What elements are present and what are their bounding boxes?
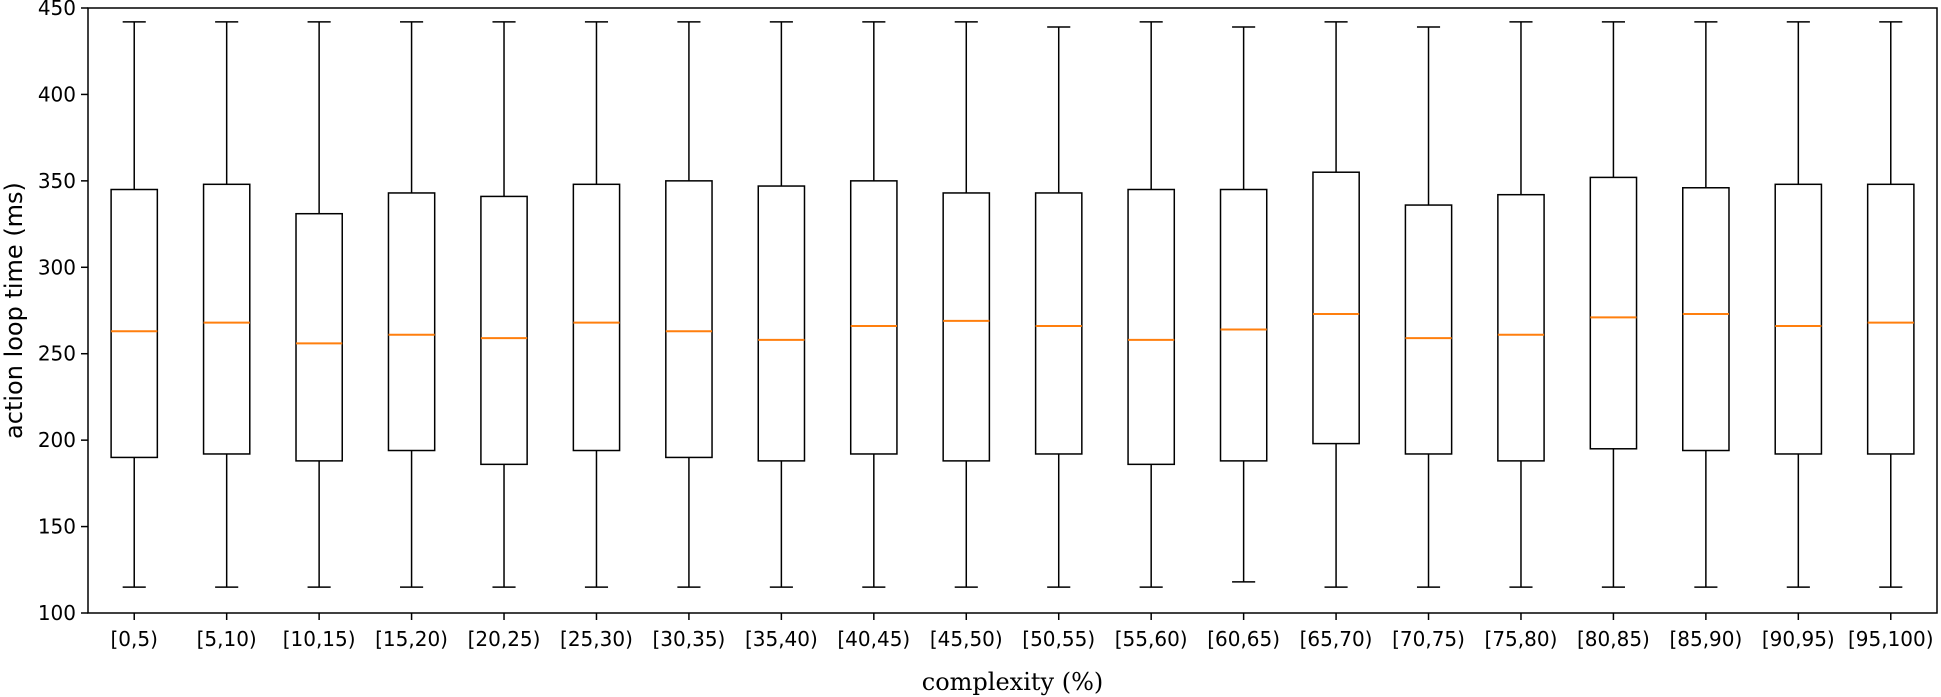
iqr-box [942,192,991,462]
iqr-box [110,188,159,459]
box-[25,30) [572,21,621,588]
box-[15,20) [387,21,436,588]
y-tick-label: 100 [38,601,76,625]
x-tick-label: [40,45) [837,627,910,651]
x-tick-label: [90,95) [1762,627,1835,651]
box-[0,5) [110,21,159,588]
iqr-box [202,183,251,455]
x-tick-label: [65,70) [1300,627,1373,651]
box-[60,65) [1219,26,1268,583]
y-tick-label: 150 [38,515,76,539]
x-tick-label: [35,40) [745,627,818,651]
iqr-box [665,180,713,459]
iqr-box [757,185,806,462]
box-[40,45) [849,21,898,588]
box-[10,15) [295,21,343,588]
box-[5,10) [202,21,251,588]
x-tick-label: [55,60) [1115,627,1188,651]
boxes-layer [110,21,1915,588]
iqr-box [1866,183,1915,455]
y-tick-label: 450 [38,0,76,20]
iqr-box [1034,192,1083,455]
box-[30,35) [665,21,713,588]
box-[90,95) [1774,21,1823,588]
iqr-box [295,212,343,462]
x-tick-label: [10,15) [283,627,356,651]
iqr-box [1497,193,1545,462]
box-[35,40) [757,21,806,588]
x-tick-label: [5,10) [197,627,257,651]
iqr-box [1312,171,1360,445]
iqr-box [1682,187,1730,452]
box-[95,100) [1866,21,1915,588]
y-tick-label: 250 [38,342,76,366]
y-axis: 100 150 200 250 300 350 400 450 [38,0,88,625]
iqr-box [572,183,621,452]
box-[85,90) [1682,21,1730,588]
iqr-box [1589,176,1638,450]
x-tick-label: [75,80) [1485,627,1558,651]
x-tick-label: [85,90) [1669,627,1742,651]
iqr-box [1219,188,1268,462]
iqr-box [480,195,528,466]
box-[20,25) [480,21,528,588]
iqr-box [1774,183,1823,455]
x-tick-label: [45,50) [930,627,1003,651]
y-tick-label: 400 [38,82,76,106]
iqr-box [849,180,898,455]
x-tick-label: [25,30) [560,627,633,651]
x-tick-label: [15,20) [375,627,448,651]
x-tick-label: [0,5) [111,627,158,651]
x-axis-label: complexity (%) [922,668,1103,696]
x-tick-label: [50,55) [1022,627,1095,651]
box-[65,70) [1312,21,1360,588]
box-[45,50) [942,21,991,588]
x-tick-label: [70,75) [1392,627,1465,651]
x-tick-label: [80,85) [1577,627,1650,651]
iqr-box [1404,204,1453,455]
x-tick-label: [30,35) [652,627,725,651]
box-[70,75) [1404,26,1453,588]
box-[55,60) [1127,21,1176,588]
x-tick-label: [60,65) [1207,627,1280,651]
y-tick-label: 350 [38,169,76,193]
iqr-box [387,192,436,452]
box-[50,55) [1034,26,1083,588]
y-tick-label: 300 [38,255,76,279]
box-[80,85) [1589,21,1638,588]
x-axis: [0,5) [5,10) [10,15) [15,20) [20,25) [25,30) [… [111,613,1934,651]
iqr-box [1127,188,1176,466]
plot-frame [87,7,1938,614]
y-tick-label: 200 [38,428,76,452]
box-[75,80) [1497,21,1545,588]
y-axis-label: action loop time (ms) [0,182,28,439]
x-tick-label: [95,100) [1848,627,1934,651]
x-tick-label: [20,25) [468,627,541,651]
